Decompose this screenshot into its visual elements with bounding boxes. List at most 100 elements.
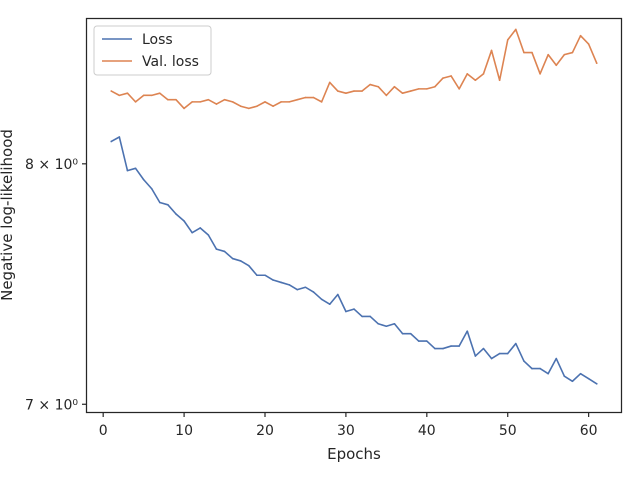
data-point: [280, 101, 282, 103]
y-tick-label: 7 × 10⁰: [25, 397, 78, 413]
data-point: [595, 62, 598, 64]
data-point: [434, 85, 436, 88]
legend: Loss Val. loss: [93, 25, 212, 76]
data-point: [409, 332, 412, 335]
data-point: [458, 345, 460, 347]
data-point: [377, 322, 380, 325]
data-point: [345, 310, 347, 313]
data-point: [506, 352, 509, 355]
data-point: [142, 178, 145, 181]
data-point: [531, 51, 533, 54]
data-point: [434, 347, 436, 350]
data-point: [361, 90, 363, 92]
data-point: [377, 85, 380, 88]
data-point: [142, 94, 145, 97]
data-point: [126, 92, 129, 94]
x-axis-label: Epochs: [327, 445, 381, 463]
data-point: [466, 330, 469, 332]
data-point: [555, 357, 558, 360]
data-point: [159, 201, 161, 204]
data-point: [450, 75, 452, 77]
data-point: [199, 227, 202, 229]
data-point: [288, 284, 291, 286]
data-point: [110, 90, 113, 92]
data-point: [474, 79, 477, 82]
data-point: [450, 345, 452, 347]
data-point: [167, 204, 169, 206]
data-point: [401, 332, 404, 335]
data-point: [304, 286, 307, 289]
legend-label-loss: Loss: [142, 32, 173, 48]
data-point: [320, 298, 323, 301]
data-point: [248, 264, 250, 267]
data-point: [328, 81, 331, 84]
data-point: [288, 101, 291, 103]
data-point: [579, 34, 582, 37]
data-point: [239, 260, 242, 262]
data-point: [547, 372, 549, 375]
data-point: [337, 90, 339, 92]
data-point: [264, 101, 266, 103]
data-point: [571, 51, 574, 54]
x-tick-label: 20: [256, 423, 274, 439]
data-point: [183, 220, 185, 222]
data-point: [442, 77, 444, 79]
data-point: [482, 347, 485, 350]
data-point: [442, 347, 444, 350]
data-point: [134, 167, 137, 170]
data-point: [248, 107, 250, 110]
plot-frame: [85, 17, 623, 414]
data-point: [175, 98, 177, 101]
data-point: [474, 355, 477, 357]
data-point: [579, 372, 582, 375]
x-axis-ticks: 0 10 20 30 40 50 60: [99, 412, 598, 439]
data-point: [417, 340, 420, 342]
data-point: [539, 367, 541, 370]
x-tick-label: 40: [418, 423, 436, 439]
data-point: [150, 187, 153, 190]
data-point: [555, 64, 558, 67]
data-point: [183, 107, 185, 110]
data-point: [523, 360, 525, 362]
data-point: [587, 43, 590, 45]
data-point: [118, 136, 121, 138]
data-point: [312, 291, 315, 293]
data-point: [587, 377, 590, 380]
data-point: [191, 101, 193, 103]
data-point: [393, 85, 396, 88]
data-point: [272, 105, 274, 108]
data-point: [515, 342, 517, 345]
data-point: [515, 28, 517, 31]
data-point: [256, 105, 258, 108]
data-point: [223, 98, 226, 101]
data-point: [280, 281, 282, 284]
data-point: [175, 213, 177, 215]
data-point: [401, 92, 404, 94]
data-point: [547, 53, 549, 56]
data-point: [215, 248, 218, 250]
y-tick-label: 8 × 10⁰: [25, 157, 78, 173]
data-point: [272, 279, 274, 281]
data-point: [369, 83, 371, 86]
data-point: [417, 88, 420, 90]
x-tick-label: 0: [99, 423, 108, 439]
data-point: [320, 101, 323, 103]
x-tick-label: 60: [580, 423, 598, 439]
data-point: [498, 79, 501, 82]
data-point: [296, 98, 299, 101]
data-point: [563, 53, 566, 56]
data-point: [231, 257, 234, 260]
data-point: [159, 92, 161, 94]
data-point: [466, 73, 469, 75]
series-line-loss: [110, 136, 598, 385]
data-point: [539, 73, 541, 75]
data-point: [215, 103, 218, 105]
data-point: [595, 383, 598, 385]
data-point: [264, 274, 266, 277]
data-point: [369, 315, 371, 318]
x-tick-label: 50: [499, 423, 517, 439]
data-point: [571, 380, 574, 383]
x-tick-label: 30: [337, 423, 355, 439]
data-point: [239, 105, 242, 108]
